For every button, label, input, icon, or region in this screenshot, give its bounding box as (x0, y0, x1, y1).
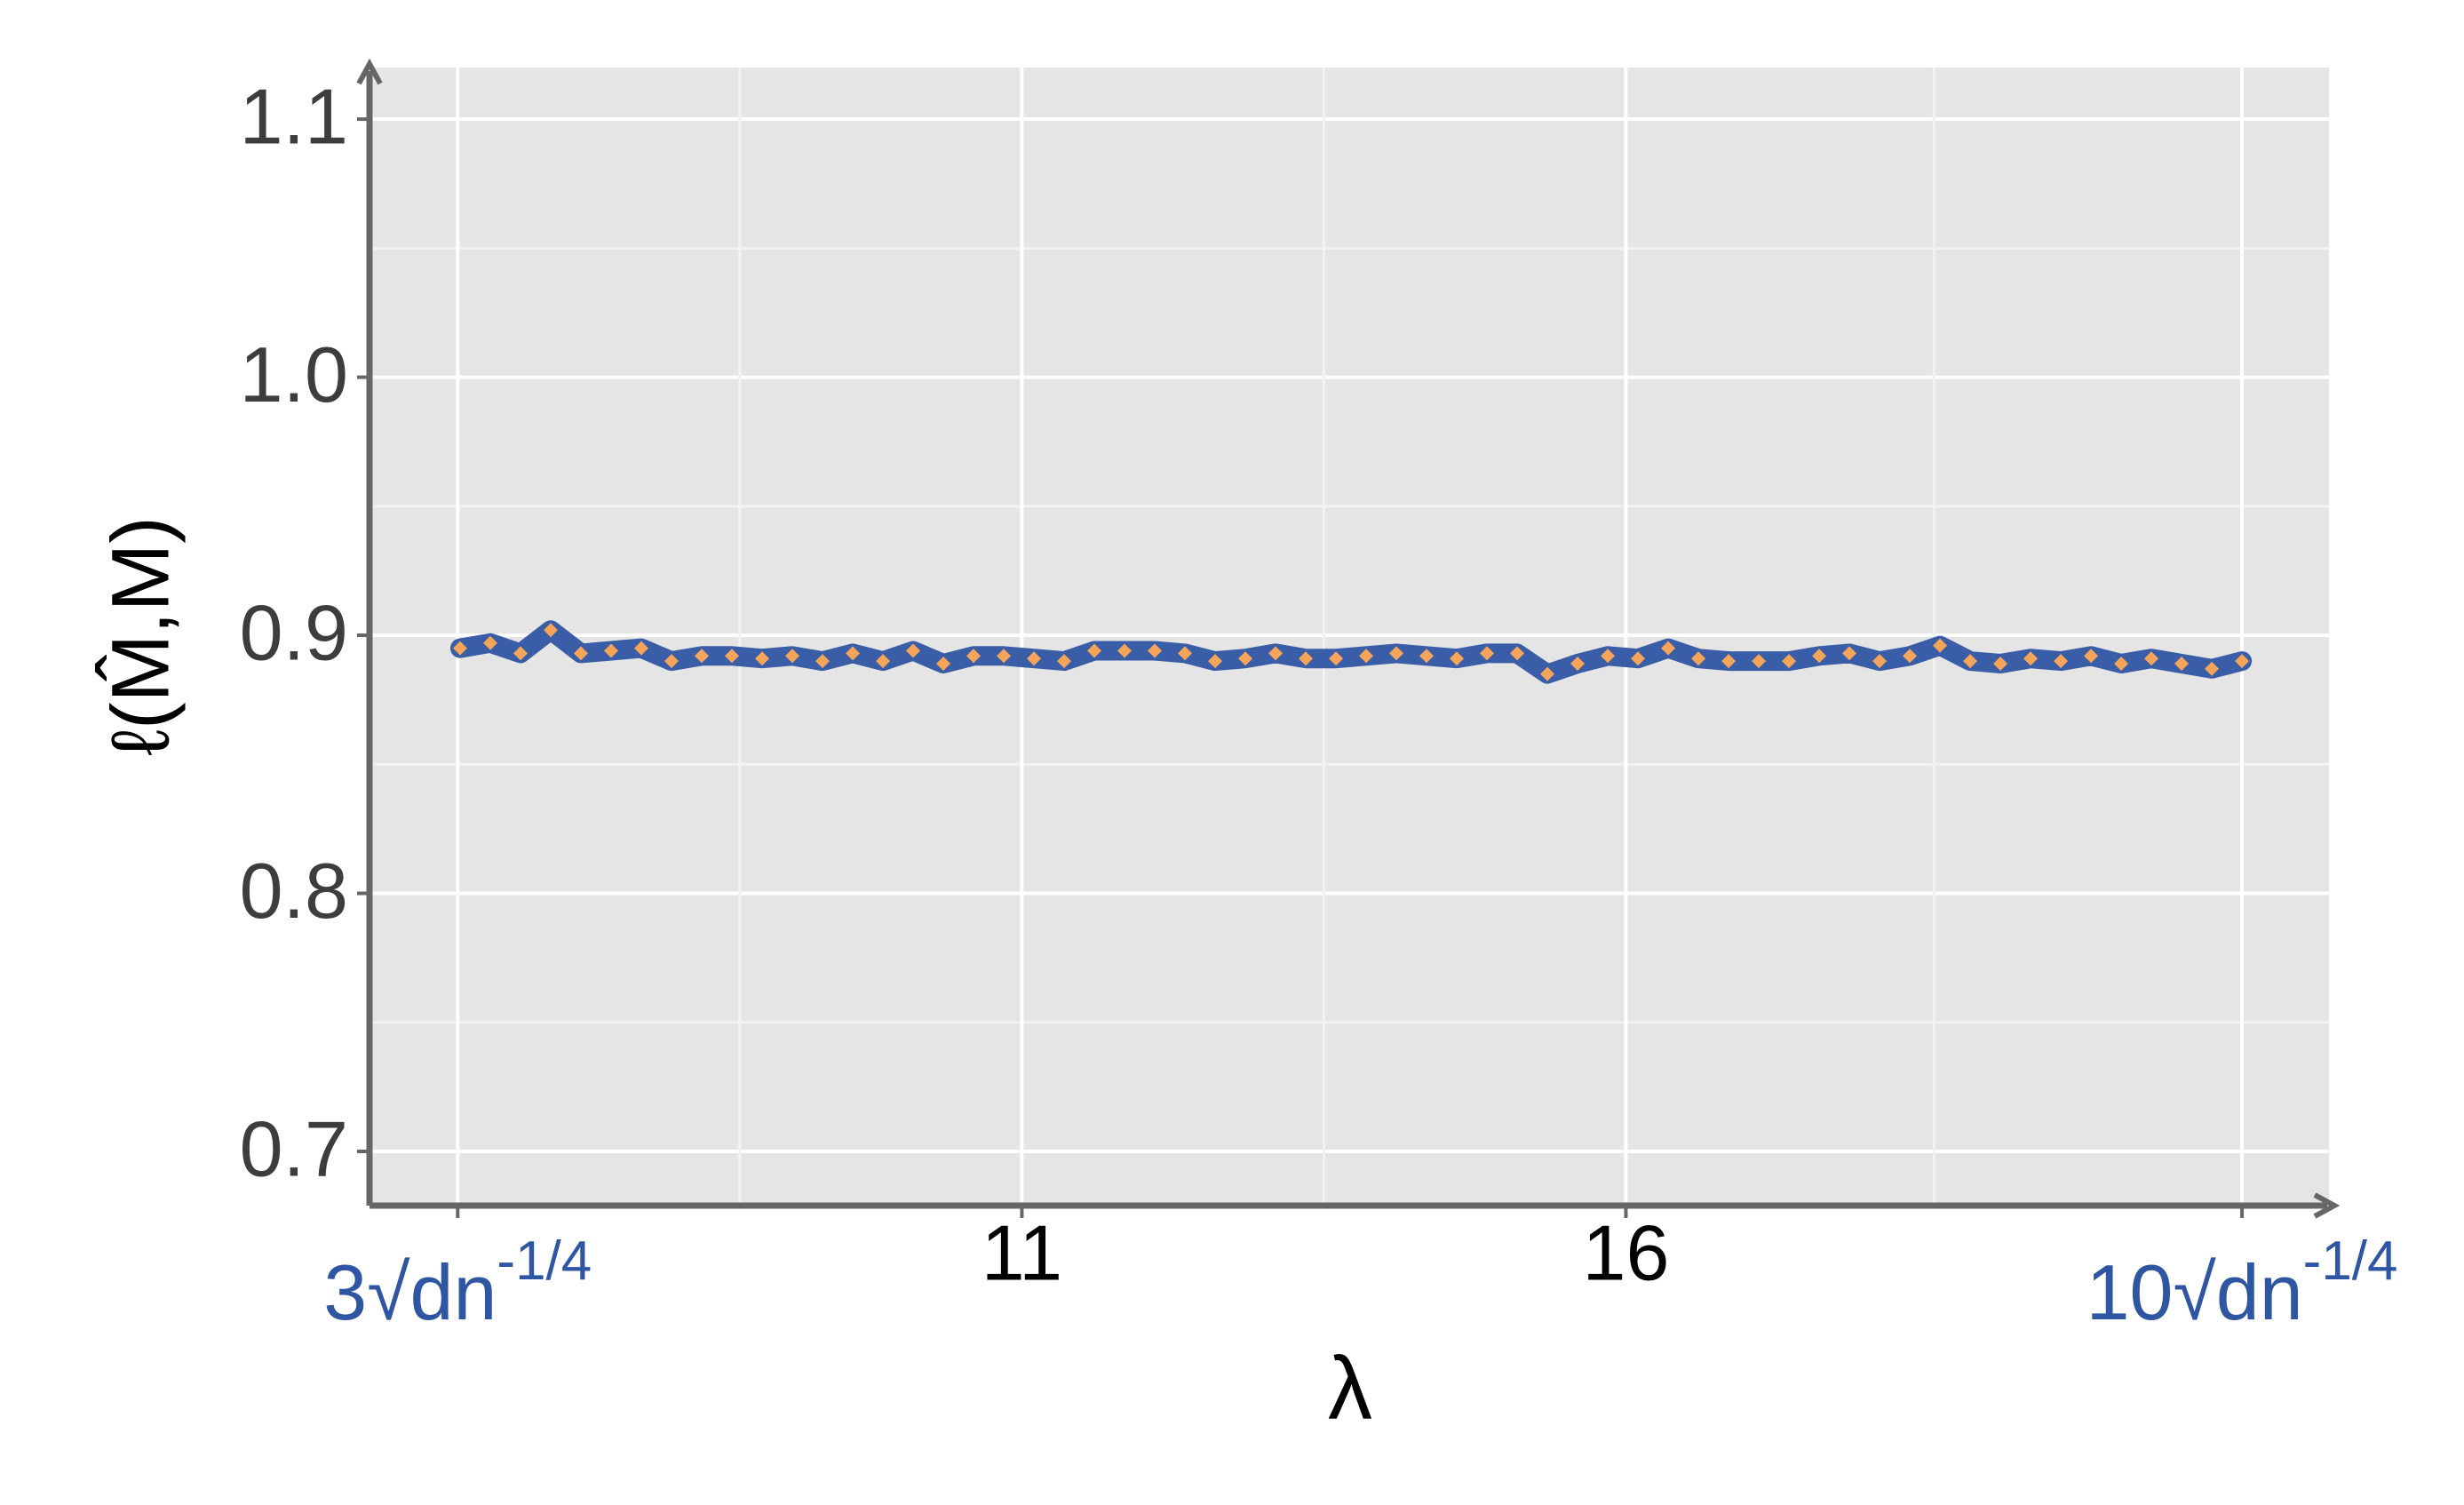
point-marker (1117, 643, 1133, 658)
y-tick-label: 0.7 (240, 1104, 348, 1192)
point-marker (2084, 649, 2099, 664)
y-tick-label: 0.9 (240, 588, 348, 676)
point-marker (453, 641, 468, 656)
point-marker (1027, 651, 1042, 666)
x-tick-label-superscript: -1/4 (2303, 1230, 2398, 1292)
point-marker (1148, 643, 1163, 658)
point-marker (1238, 651, 1253, 666)
x-tick-label: 16 (1583, 1208, 1670, 1296)
point-marker (695, 649, 710, 664)
point-marker (1268, 646, 1284, 661)
point-marker (1752, 654, 1767, 669)
point-marker (1057, 654, 1072, 669)
point-marker (2114, 657, 2129, 671)
y-tick-label: 0.8 (240, 847, 348, 935)
point-marker (1389, 646, 1404, 661)
point-marker (1329, 651, 1344, 666)
point-marker (1661, 641, 1676, 656)
point-marker (634, 641, 649, 656)
grid (370, 68, 2329, 1206)
point-marker (1208, 654, 1223, 669)
point-marker (1601, 649, 1616, 664)
point-marker (876, 654, 891, 669)
point-marker (1691, 651, 1706, 666)
point-marker (1087, 643, 1102, 658)
point-marker (1359, 649, 1374, 664)
point-marker (1782, 654, 1797, 669)
point-marker (725, 649, 740, 664)
point-marker (1963, 654, 1978, 669)
point-marker (846, 646, 861, 661)
point-marker (1570, 657, 1586, 671)
x-tick-label-main: 10√dn (2086, 1248, 2303, 1336)
point-marker (1872, 654, 1888, 669)
x-tick-label: 11 (982, 1208, 1062, 1296)
point-marker (966, 649, 982, 664)
point-marker (1419, 649, 1435, 664)
point-marker (815, 654, 831, 669)
x-tick-label: 3√dn-1/4 (323, 1230, 592, 1336)
point-marker (906, 643, 921, 658)
x-tick-label: 10√dn-1/4 (2086, 1230, 2398, 1336)
x-axis-arrow (2313, 1192, 2341, 1219)
point-marker (2174, 657, 2190, 671)
y-axis-label: ℓ(M̂,M) (94, 516, 186, 756)
point-marker (1933, 638, 1948, 653)
point-marker (604, 643, 619, 658)
x-tick-label-superscript: -1/4 (497, 1230, 592, 1292)
point-marker (574, 646, 589, 661)
point-marker (1631, 651, 1646, 666)
point-marker (997, 649, 1012, 664)
y-tick-label: 1.1 (240, 72, 348, 160)
point-marker (544, 623, 559, 638)
point-marker (785, 649, 800, 664)
point-marker (1903, 649, 1918, 664)
point-marker (513, 646, 529, 661)
axes: 0.70.80.91.01.13√dn-1/4 11 16 10√dn-1/4 (240, 58, 2398, 1336)
point-marker (664, 654, 680, 669)
point-marker (1842, 646, 1857, 661)
point-marker (1540, 666, 1555, 681)
point-marker (1721, 654, 1737, 669)
point-marker (2144, 651, 2159, 666)
point-marker (2023, 651, 2039, 666)
series (450, 620, 2253, 684)
point-marker (1993, 657, 2008, 671)
point-marker (2205, 661, 2220, 676)
point-marker (1480, 646, 1495, 661)
x-axis-label: λ (1328, 1338, 1372, 1437)
y-axis-arrow (356, 58, 383, 85)
y-tick-label: 1.0 (240, 330, 348, 418)
point-marker (483, 635, 498, 650)
point-marker (1812, 649, 1827, 664)
point-marker (1178, 646, 1193, 661)
point-marker (2235, 654, 2250, 669)
point-marker (1450, 651, 1465, 666)
point-marker (1299, 651, 1314, 666)
point-marker (2054, 654, 2069, 669)
x-tick-label-main: 3√dn (323, 1248, 497, 1336)
point-marker (755, 651, 770, 666)
point-marker (1510, 646, 1525, 661)
point-marker (936, 657, 951, 671)
